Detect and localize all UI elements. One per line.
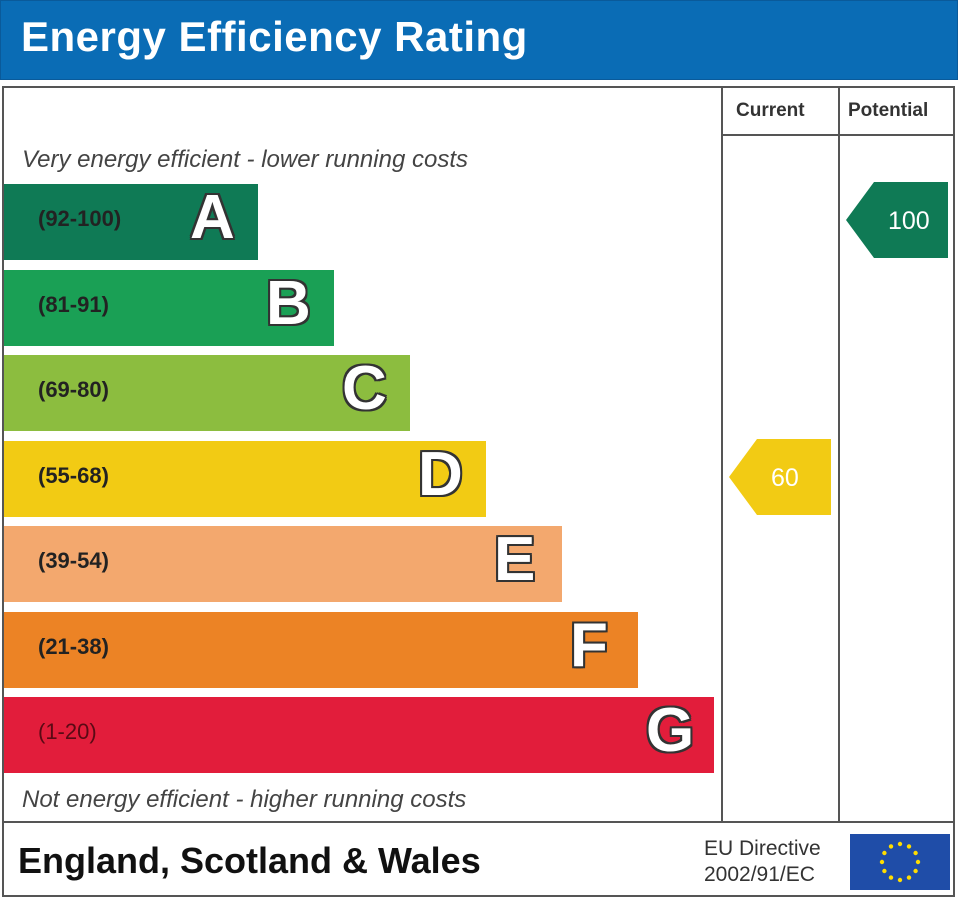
band-f: (21-38) F [4, 610, 638, 688]
band-c: (69-80) C [4, 354, 410, 431]
eu-star [913, 868, 918, 874]
eu-star [888, 844, 894, 849]
eu-directive: EU Directive 2002/91/EC [704, 836, 821, 888]
eu-star [915, 859, 921, 865]
country-label: England, Scotland & Wales [18, 840, 481, 881]
band-range-label: (39-54) [38, 548, 109, 573]
current-column-header: Current [736, 100, 805, 121]
band-g: (1-20) G [4, 696, 714, 773]
footer-divider [2, 821, 955, 823]
potential-column-divider [838, 86, 840, 822]
current-rating-arrow: 60 [729, 438, 831, 515]
column-header-divider [722, 134, 955, 136]
band-letter-label: G [646, 696, 695, 765]
eu-star [882, 850, 887, 856]
band-e: (39-54) E [4, 525, 562, 602]
directive-line-1: EU Directive [704, 837, 821, 860]
inefficient-note: Not energy efficient - higher running co… [22, 786, 467, 813]
title-bar: Energy Efficiency Rating [0, 0, 958, 80]
band-range-label: (55-68) [38, 462, 109, 488]
band-letter-label: D [418, 439, 463, 509]
eu-star [906, 844, 912, 849]
directive-line-2: 2002/91/EC [704, 863, 815, 886]
potential-column-header: Potential [848, 100, 929, 121]
current-column-divider [721, 86, 723, 822]
current-rating-value: 60 [771, 464, 799, 492]
band-range-label: (81-91) [38, 291, 109, 317]
eu-flag-icon [850, 834, 950, 890]
potential-rating-arrow: 100 [846, 182, 948, 258]
eu-star [897, 877, 903, 883]
efficient-note: Very energy efficient - lower running co… [22, 146, 468, 173]
band-b: (81-91) B [4, 268, 334, 346]
band-letter-label: E [494, 525, 536, 594]
current-rating-shape [729, 438, 831, 515]
eu-star [906, 875, 912, 880]
band-range-label: (69-80) [38, 377, 109, 402]
potential-rating-value: 100 [888, 207, 930, 235]
band-letter-label: B [266, 268, 311, 338]
band-letter-label: C [342, 354, 387, 423]
eu-star [897, 841, 903, 847]
band-range-label: (21-38) [38, 633, 109, 659]
chart-frame [2, 86, 955, 897]
chart-title: Energy Efficiency Rating [21, 13, 528, 60]
eu-star [888, 875, 894, 880]
band-a: (92-100) A [4, 183, 258, 260]
band-d: (55-68) D [4, 439, 486, 517]
eu-star [913, 850, 918, 856]
band-range-label: (1-20) [38, 719, 97, 744]
potential-rating-shape [846, 182, 948, 258]
eu-star [879, 859, 885, 865]
eu-star [882, 868, 887, 874]
band-range-label: (92-100) [38, 206, 122, 231]
band-letter-label: A [190, 183, 235, 252]
band-letter-label: F [570, 610, 608, 680]
